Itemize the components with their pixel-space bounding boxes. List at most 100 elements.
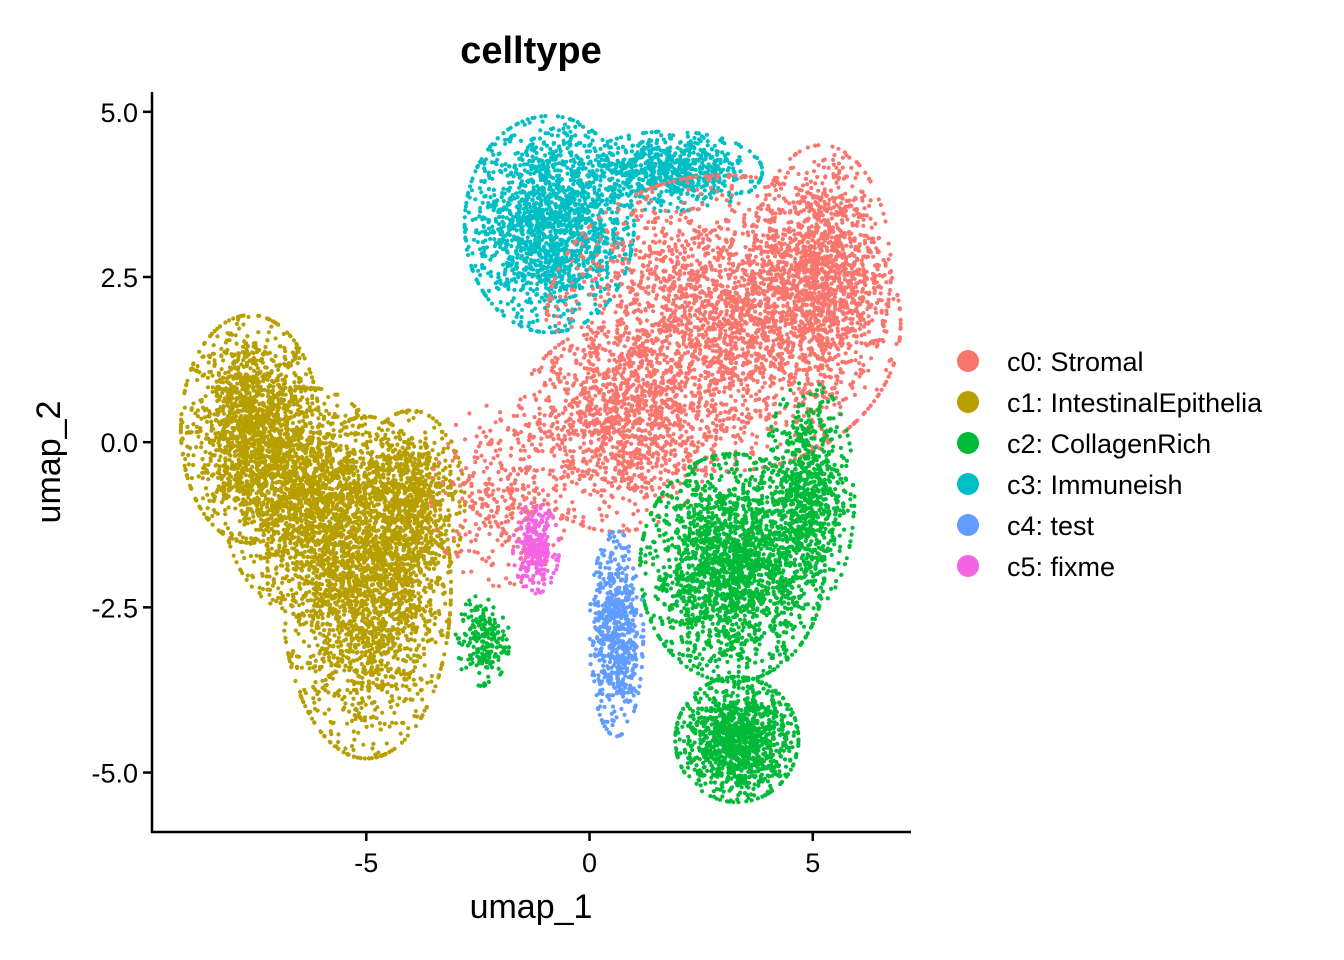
- scatter-point: [208, 498, 213, 503]
- scatter-point: [295, 539, 300, 545]
- scatter-point: [254, 393, 259, 398]
- scatter-point: [427, 618, 432, 624]
- scatter-point: [283, 576, 288, 581]
- scatter-point: [442, 590, 447, 595]
- scatter-point: [408, 697, 413, 702]
- scatter-point: [363, 702, 368, 707]
- scatter-point: [234, 359, 239, 364]
- scatter-point: [267, 552, 272, 557]
- scatter-point: [208, 458, 213, 464]
- scatter-point: [204, 419, 210, 424]
- scatter-point: [225, 392, 231, 398]
- scatter-point: [352, 737, 357, 742]
- scatter-point: [255, 461, 260, 466]
- scatter-point: [271, 384, 276, 389]
- scatter-point: [299, 478, 305, 483]
- scatter-point: [245, 573, 250, 578]
- scatter-point: [363, 529, 368, 534]
- scatter-point: [356, 425, 361, 430]
- scatter-point: [288, 500, 293, 505]
- scatter-point: [290, 487, 295, 492]
- scatter-point: [366, 679, 371, 684]
- scatter-point: [203, 449, 208, 455]
- scatter-point: [263, 426, 268, 431]
- scatter-point: [290, 350, 295, 355]
- scatter-point: [422, 708, 427, 713]
- scatter-point: [347, 530, 352, 535]
- scatter-point: [262, 467, 267, 472]
- scatter-point: [266, 394, 271, 399]
- scatter-point: [266, 390, 271, 395]
- scatter-point: [217, 409, 222, 414]
- scatter-point: [250, 361, 256, 366]
- scatter-point: [333, 592, 338, 597]
- scatter-point: [189, 476, 194, 481]
- scatter-point: [390, 720, 395, 725]
- scatter-point: [220, 429, 225, 434]
- scatter-point: [399, 581, 404, 587]
- scatter-point: [325, 502, 331, 507]
- scatter-point: [280, 606, 285, 611]
- scatter-point: [326, 707, 332, 712]
- scatter-point: [207, 354, 213, 360]
- scatter-point: [179, 412, 184, 417]
- scatter-point: [244, 349, 250, 354]
- scatter-point: [374, 677, 379, 682]
- scatter-point: [241, 378, 246, 383]
- scatter-point: [311, 565, 316, 570]
- scatter-point: [249, 508, 254, 513]
- scatter-point: [330, 561, 335, 567]
- scatter-point: [234, 341, 239, 346]
- scatter-point: [288, 363, 294, 368]
- scatter-point: [326, 394, 331, 400]
- chart-title: celltype: [460, 30, 602, 72]
- scatter-point: [328, 650, 333, 655]
- scatter-point: [278, 590, 283, 595]
- scatter-point: [191, 401, 196, 406]
- scatter-point: [444, 640, 449, 646]
- scatter-point: [317, 547, 322, 552]
- scatter-point: [353, 707, 358, 712]
- scatter-point: [191, 422, 196, 427]
- scatter-point: [364, 484, 370, 489]
- scatter-point: [295, 476, 300, 481]
- scatter-point: [182, 388, 187, 393]
- scatter-point: [378, 641, 383, 646]
- scatter-point: [307, 404, 312, 410]
- scatter-point: [301, 639, 306, 644]
- scatter-point: [356, 407, 361, 412]
- scatter-point: [297, 491, 302, 496]
- scatter-point: [332, 693, 337, 698]
- scatter-point: [230, 396, 235, 401]
- scatter-point: [234, 448, 239, 453]
- scatter-point: [254, 362, 259, 367]
- scatter-point: [220, 449, 225, 454]
- scatter-point: [266, 330, 271, 335]
- scatter-point: [331, 586, 337, 591]
- scatter-point: [320, 685, 325, 691]
- scatter-point: [288, 334, 293, 339]
- scatter-point: [283, 410, 288, 415]
- scatter-point: [359, 464, 364, 469]
- scatter-point: [266, 536, 271, 542]
- scatter-point: [357, 656, 363, 661]
- scatter-point: [340, 558, 345, 563]
- scatter-point: [433, 684, 438, 689]
- scatter-point: [262, 415, 267, 420]
- scatter-point: [392, 649, 398, 654]
- scatter-point: [251, 368, 257, 373]
- scatter-point: [381, 622, 386, 627]
- scatter-point: [447, 621, 452, 626]
- scatter-point: [329, 465, 334, 470]
- scatter-point: [283, 635, 288, 641]
- scatter-point: [273, 336, 278, 341]
- scatter-point: [325, 535, 330, 540]
- scatter-point: [361, 509, 366, 514]
- scatter-point: [228, 415, 233, 420]
- scatter-point: [320, 678, 325, 683]
- scatter-point: [251, 341, 257, 346]
- scatter-point: [364, 670, 369, 676]
- scatter-point: [276, 367, 281, 372]
- scatter-point: [303, 385, 308, 390]
